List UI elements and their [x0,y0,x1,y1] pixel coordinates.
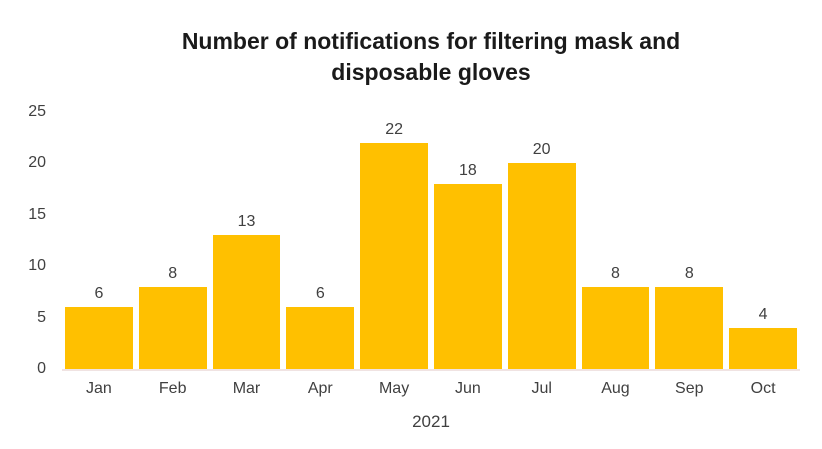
y-tick-label: 10 [28,257,46,275]
chart-title-line-1: Number of notifications for filtering ma… [181,28,681,54]
y-tick-label: 5 [37,308,46,326]
bar-jan [65,307,133,369]
y-axis: 0 5 10 15 20 25 [0,103,46,377]
bar-column-jan: 6 [65,112,133,369]
bar-value-label: 8 [611,264,620,282]
x-tick-label-sep: Sep [675,380,704,397]
x-tick-label-jan: Jan [86,380,112,397]
bar-column-sep: 8 [655,112,724,369]
x-tick-label-aug: Aug [601,380,630,397]
x-tick-label-apr: Apr [307,380,333,397]
x-tick-label-mar: Mar [232,380,261,397]
bar-value-label: 20 [532,141,551,159]
bar-column-apr: 6 [286,112,355,369]
bar-value-label: 18 [458,161,477,179]
bar-value-label: 6 [315,285,325,303]
bar-column-jul: 20 [507,112,576,369]
bar-apr [286,307,355,369]
bar-oct [729,327,797,369]
bar-value-label: 22 [385,120,403,138]
bar-value-label: 8 [168,264,178,282]
bar-column-aug: 8 [581,112,650,369]
bar-value-label: 6 [94,285,104,303]
x-tick-label-may: May [378,380,410,397]
chart-title: Number of notifications for filtering ma… [62,26,800,88]
bars-container: 6 8 13 6 22 18 20 8 8 4 [62,112,800,369]
y-tick-label: 20 [28,154,46,172]
bar-column-mar: 13 [212,112,281,369]
x-tick-label-jul: Jul [531,380,552,397]
y-tick-label: 0 [37,360,46,377]
y-tick-label: 15 [28,205,46,223]
chart-title-line-2: disposable gloves [331,59,531,85]
x-axis-labels: Jan Feb Mar Apr May Jun Jul Aug Sep Oct [62,380,800,398]
x-axis-title: 2021 [412,412,450,431]
x-tick-label-oct: Oct [750,380,776,397]
y-tick-label: 25 [28,103,46,120]
bar-value-label: 8 [684,264,694,282]
bar-sep [655,286,724,369]
bar-mar [212,235,281,369]
bar-column-oct: 4 [729,112,797,369]
bar-may [360,142,428,369]
bar-jul [507,163,576,369]
plot-area: 6 8 13 6 22 18 20 8 8 4 [62,112,800,371]
bar-value-label: 4 [758,305,768,323]
bar-column-jun: 18 [433,112,502,369]
bar-feb [138,286,207,369]
bar-column-may: 22 [360,112,428,369]
bar-value-label: 13 [237,213,256,231]
x-tick-label-jun: Jun [454,380,481,397]
x-tick-label-feb: Feb [158,380,187,397]
bar-column-feb: 8 [138,112,207,369]
bar-aug [581,286,650,369]
bar-jun [433,183,502,369]
